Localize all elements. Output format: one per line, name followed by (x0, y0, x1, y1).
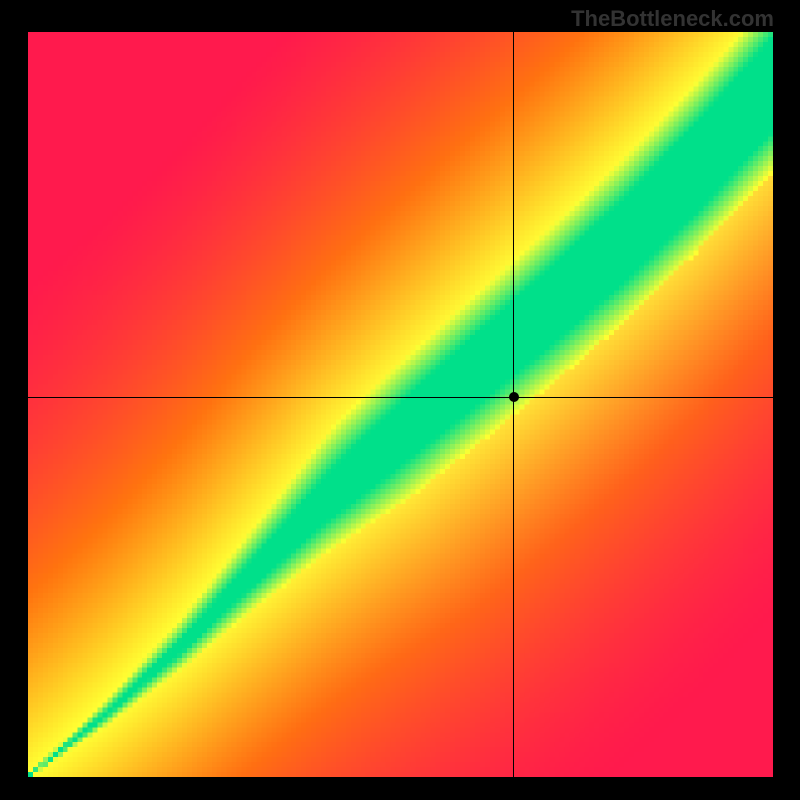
heatmap-plot (28, 32, 773, 777)
heatmap-canvas (28, 32, 773, 777)
crosshair-vertical (513, 32, 514, 777)
chart-frame: TheBottleneck.com (0, 0, 800, 800)
data-point-marker (509, 392, 519, 402)
crosshair-horizontal (28, 397, 773, 398)
watermark-text: TheBottleneck.com (571, 6, 774, 32)
